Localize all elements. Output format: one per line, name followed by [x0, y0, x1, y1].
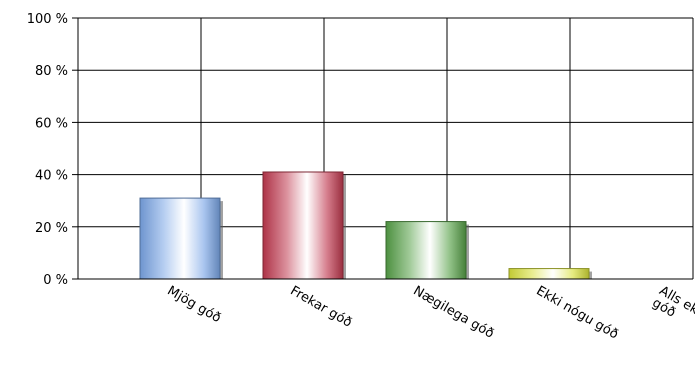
bar — [262, 171, 344, 280]
x-tick-label: Ekki nógu góð — [534, 283, 621, 342]
bar — [385, 221, 467, 280]
y-tick-label: 0 % — [43, 273, 68, 288]
x-tick-label: Frekar góð — [288, 283, 355, 330]
y-tick-label: 80 % — [35, 64, 68, 79]
bar — [139, 197, 221, 280]
x-tick-label: Nægilega góð — [411, 283, 497, 341]
tick-labels: 0 % 20 % 40 % 60 % 80 % 100 % Mjög góð Frekar g… — [27, 12, 695, 353]
y-tick-label: 60 % — [35, 116, 68, 131]
bar — [508, 268, 590, 280]
y-tick-label: 100 % — [27, 12, 68, 27]
x-tick-label: Mjög góð — [165, 283, 224, 326]
bars — [139, 171, 592, 280]
y-tick-label: 40 % — [35, 169, 68, 184]
axes — [72, 17, 693, 280]
y-tick-label: 20 % — [35, 221, 68, 236]
